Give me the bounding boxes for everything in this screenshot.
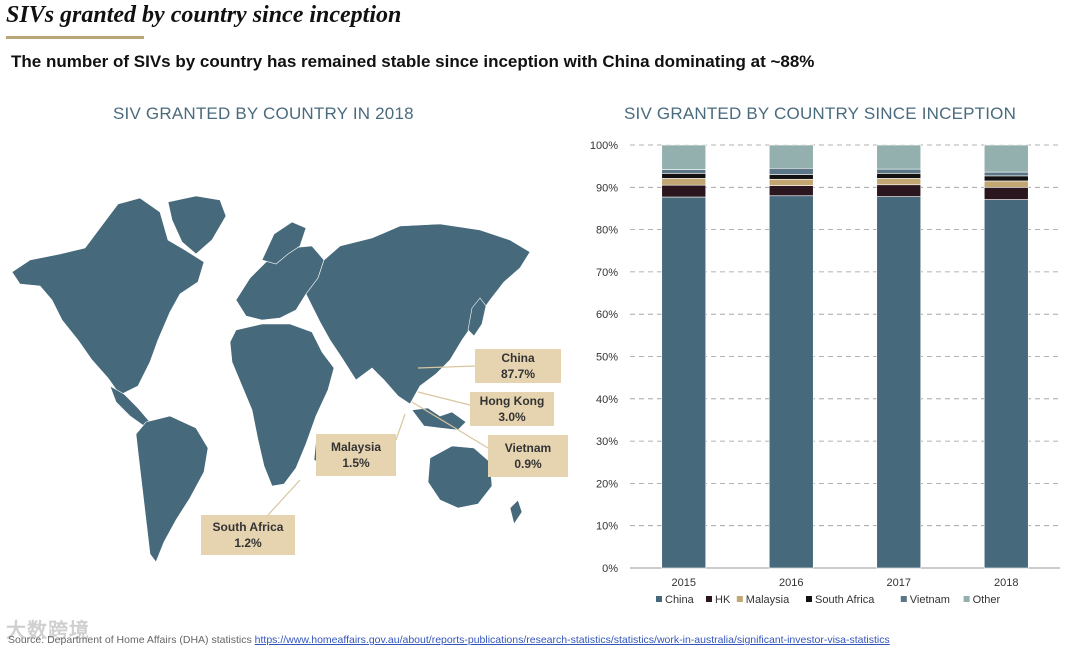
- bar-segment-malaysia: [876, 178, 922, 186]
- callout-vietnam: Vietnam 0.9%: [488, 435, 568, 477]
- north-america-shape: [11, 197, 205, 396]
- bar-segment-other: [661, 144, 707, 170]
- y-tick-label: 20%: [596, 478, 618, 490]
- bar-segment-vietnam: [768, 167, 814, 175]
- callout-south-africa-value: 1.2%: [234, 536, 262, 550]
- bar-segment-hk: [876, 184, 922, 197]
- callout-malaysia: Malaysia 1.5%: [316, 434, 396, 476]
- callout-china-value: 87.7%: [500, 367, 536, 381]
- south-america-shape: [135, 415, 209, 563]
- bar-segment-other: [876, 144, 922, 170]
- bar-segment-vietnam: [661, 169, 707, 174]
- bar-segment-china: [768, 195, 814, 569]
- chart-legend: China HK Malaysia South Africa Vietnam Other: [656, 594, 1000, 606]
- bar-segment-south-africa: [661, 173, 707, 179]
- callout-hong-kong: Hong Kong 3.0%: [470, 392, 554, 426]
- page-subtitle: The number of SIVs by country has remain…: [11, 52, 815, 71]
- legend-label: Malaysia: [746, 594, 790, 606]
- southeast-asia-islands-shape: [411, 407, 467, 431]
- x-axis-tick-labels: 2015 2016 2017 2018: [672, 577, 1019, 589]
- y-tick-label: 10%: [596, 521, 618, 533]
- y-tick-label: 90%: [596, 182, 618, 194]
- callout-south-africa: South Africa 1.2%: [201, 515, 295, 555]
- callout-china-label: China: [501, 351, 535, 365]
- australia-shape: [427, 445, 493, 509]
- legend-label: Vietnam: [910, 594, 950, 606]
- legend-label: Other: [973, 594, 1001, 606]
- bar-segment-china: [661, 196, 707, 569]
- bar-segment-malaysia: [983, 180, 1029, 188]
- africa-shape: [229, 323, 335, 487]
- callout-hong-kong-value: 3.0%: [498, 410, 526, 424]
- watermark: 大数跨境: [6, 620, 90, 642]
- callout-malaysia-label: Malaysia: [330, 440, 382, 454]
- bar-segment-other: [983, 144, 1029, 173]
- japan-shape: [467, 297, 487, 337]
- x-tick-label: 2015: [672, 577, 696, 589]
- central-america-shape: [109, 385, 151, 427]
- bar-segment-malaysia: [661, 178, 707, 186]
- legend-label: HK: [715, 594, 731, 606]
- greenland-shape: [167, 195, 227, 255]
- source-note: Source: Department of Home Affairs (DHA)…: [8, 634, 890, 646]
- scandinavia-shape: [261, 221, 307, 265]
- y-axis-tick-labels: 0% 10% 20% 30% 40% 50% 60% 70% 80% 90% 100%: [590, 140, 618, 575]
- source-link[interactable]: https://www.homeaffairs.gov.au/about/rep…: [254, 634, 890, 646]
- callout-hong-kong-label: Hong Kong: [479, 394, 545, 408]
- y-tick-label: 60%: [596, 309, 618, 321]
- x-tick-label: 2017: [887, 577, 911, 589]
- bar-segment-china: [983, 199, 1029, 569]
- stacked-bar-chart: 0%10%20%30%40%50%60%70%80%90%100% 2015 20…: [590, 140, 1060, 606]
- map-panel-title: SIV GRANTED BY COUNTRY IN 2018: [113, 104, 414, 123]
- bar-segment-vietnam: [876, 168, 922, 174]
- legend-label: South Africa: [815, 594, 875, 606]
- bar-segment-hk: [768, 185, 814, 197]
- source-label: Source: Department of Home Affairs (DHA)…: [8, 634, 252, 646]
- x-tick-label: 2018: [994, 577, 1018, 589]
- y-tick-label: 70%: [596, 267, 618, 279]
- callout-south-africa-label: South Africa: [212, 520, 284, 534]
- bar-segment-malaysia: [768, 178, 814, 186]
- legend-swatch: [806, 596, 812, 602]
- legend-swatch: [963, 596, 970, 602]
- legend-swatch: [706, 596, 712, 602]
- bar-segment-vietnam: [983, 171, 1029, 177]
- bar-segment-hk: [983, 186, 1029, 200]
- x-tick-label: 2016: [779, 577, 803, 589]
- bar-segment-china: [876, 196, 922, 569]
- callout-vietnam-label: Vietnam: [504, 441, 552, 455]
- callout-china: China 87.7%: [475, 349, 561, 383]
- new-zealand-shape: [509, 499, 523, 525]
- bar-segment-other: [768, 144, 814, 169]
- legend-swatch: [736, 596, 743, 602]
- y-tick-label: 100%: [590, 140, 618, 152]
- chart-panel-title: SIV GRANTED BY COUNTRY SINCE INCEPTION: [624, 104, 1017, 123]
- callout-vietnam-value: 0.9%: [514, 457, 542, 471]
- bars: [661, 144, 1029, 569]
- bar-segment-south-africa: [876, 173, 922, 179]
- y-tick-label: 0%: [602, 563, 618, 575]
- legend-swatch: [656, 596, 662, 602]
- bar-segment-hk: [661, 184, 707, 198]
- bar-segment-south-africa: [983, 175, 1029, 182]
- title-underline: [6, 36, 144, 39]
- y-tick-label: 80%: [596, 225, 618, 237]
- y-tick-label: 40%: [596, 394, 618, 406]
- y-tick-label: 50%: [596, 352, 618, 364]
- legend-swatch: [900, 596, 907, 602]
- callout-malaysia-value: 1.5%: [342, 456, 370, 470]
- bar-segment-south-africa: [768, 174, 814, 180]
- legend-label: China: [665, 594, 695, 606]
- page-title: SIVs granted by country since inception: [6, 2, 402, 28]
- y-tick-label: 30%: [596, 436, 618, 448]
